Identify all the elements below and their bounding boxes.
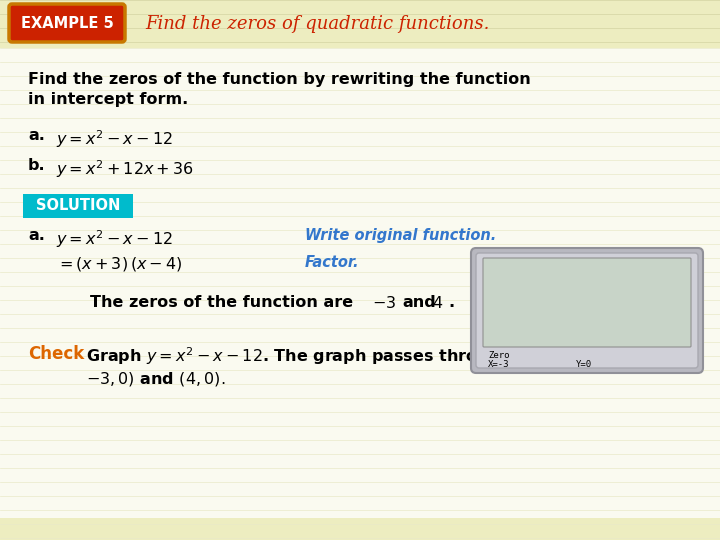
Text: $y=x^2-x-12$: $y=x^2-x-12$ — [56, 228, 173, 249]
Text: The zeros of the function are: The zeros of the function are — [90, 295, 353, 310]
Text: a.: a. — [28, 128, 45, 143]
Text: X=-3: X=-3 — [488, 360, 510, 369]
Text: SOLUTION: SOLUTION — [36, 199, 120, 213]
Text: EXAMPLE 5: EXAMPLE 5 — [21, 16, 113, 30]
Text: $y=x^2+12x+36$: $y=x^2+12x+36$ — [56, 158, 194, 180]
Text: $-3, 0)$ and $(4, 0).$: $-3, 0)$ and $(4, 0).$ — [86, 370, 225, 388]
Text: Zero: Zero — [488, 351, 510, 360]
FancyBboxPatch shape — [9, 4, 125, 42]
Text: Write original function.: Write original function. — [305, 228, 496, 243]
FancyBboxPatch shape — [476, 253, 698, 368]
Text: Factor.: Factor. — [305, 255, 359, 270]
FancyBboxPatch shape — [0, 48, 720, 520]
Text: Find the zeros of the function by rewriting the function: Find the zeros of the function by rewrit… — [28, 72, 531, 87]
FancyBboxPatch shape — [483, 258, 691, 347]
Text: Y=0: Y=0 — [576, 360, 592, 369]
Text: and: and — [402, 295, 436, 310]
FancyBboxPatch shape — [0, 518, 720, 540]
Text: $y=x^2-x-12$: $y=x^2-x-12$ — [56, 128, 173, 150]
Text: .: . — [448, 295, 454, 310]
Text: in intercept form.: in intercept form. — [28, 92, 188, 107]
Text: $4$: $4$ — [432, 295, 444, 311]
Text: b.: b. — [28, 158, 45, 173]
Text: a.: a. — [28, 228, 45, 243]
Text: $=(x+3)\,(x-4)$: $=(x+3)\,(x-4)$ — [56, 255, 182, 273]
Text: Graph $y=x^2-x-12$. The graph passes through (: Graph $y=x^2-x-12$. The graph passes thr… — [86, 345, 524, 367]
Text: Check: Check — [28, 345, 84, 363]
FancyBboxPatch shape — [471, 248, 703, 373]
Text: $-3$: $-3$ — [372, 295, 396, 311]
FancyBboxPatch shape — [23, 194, 133, 218]
Text: Find the zeros of quadratic functions.: Find the zeros of quadratic functions. — [145, 15, 490, 33]
FancyBboxPatch shape — [0, 0, 720, 48]
